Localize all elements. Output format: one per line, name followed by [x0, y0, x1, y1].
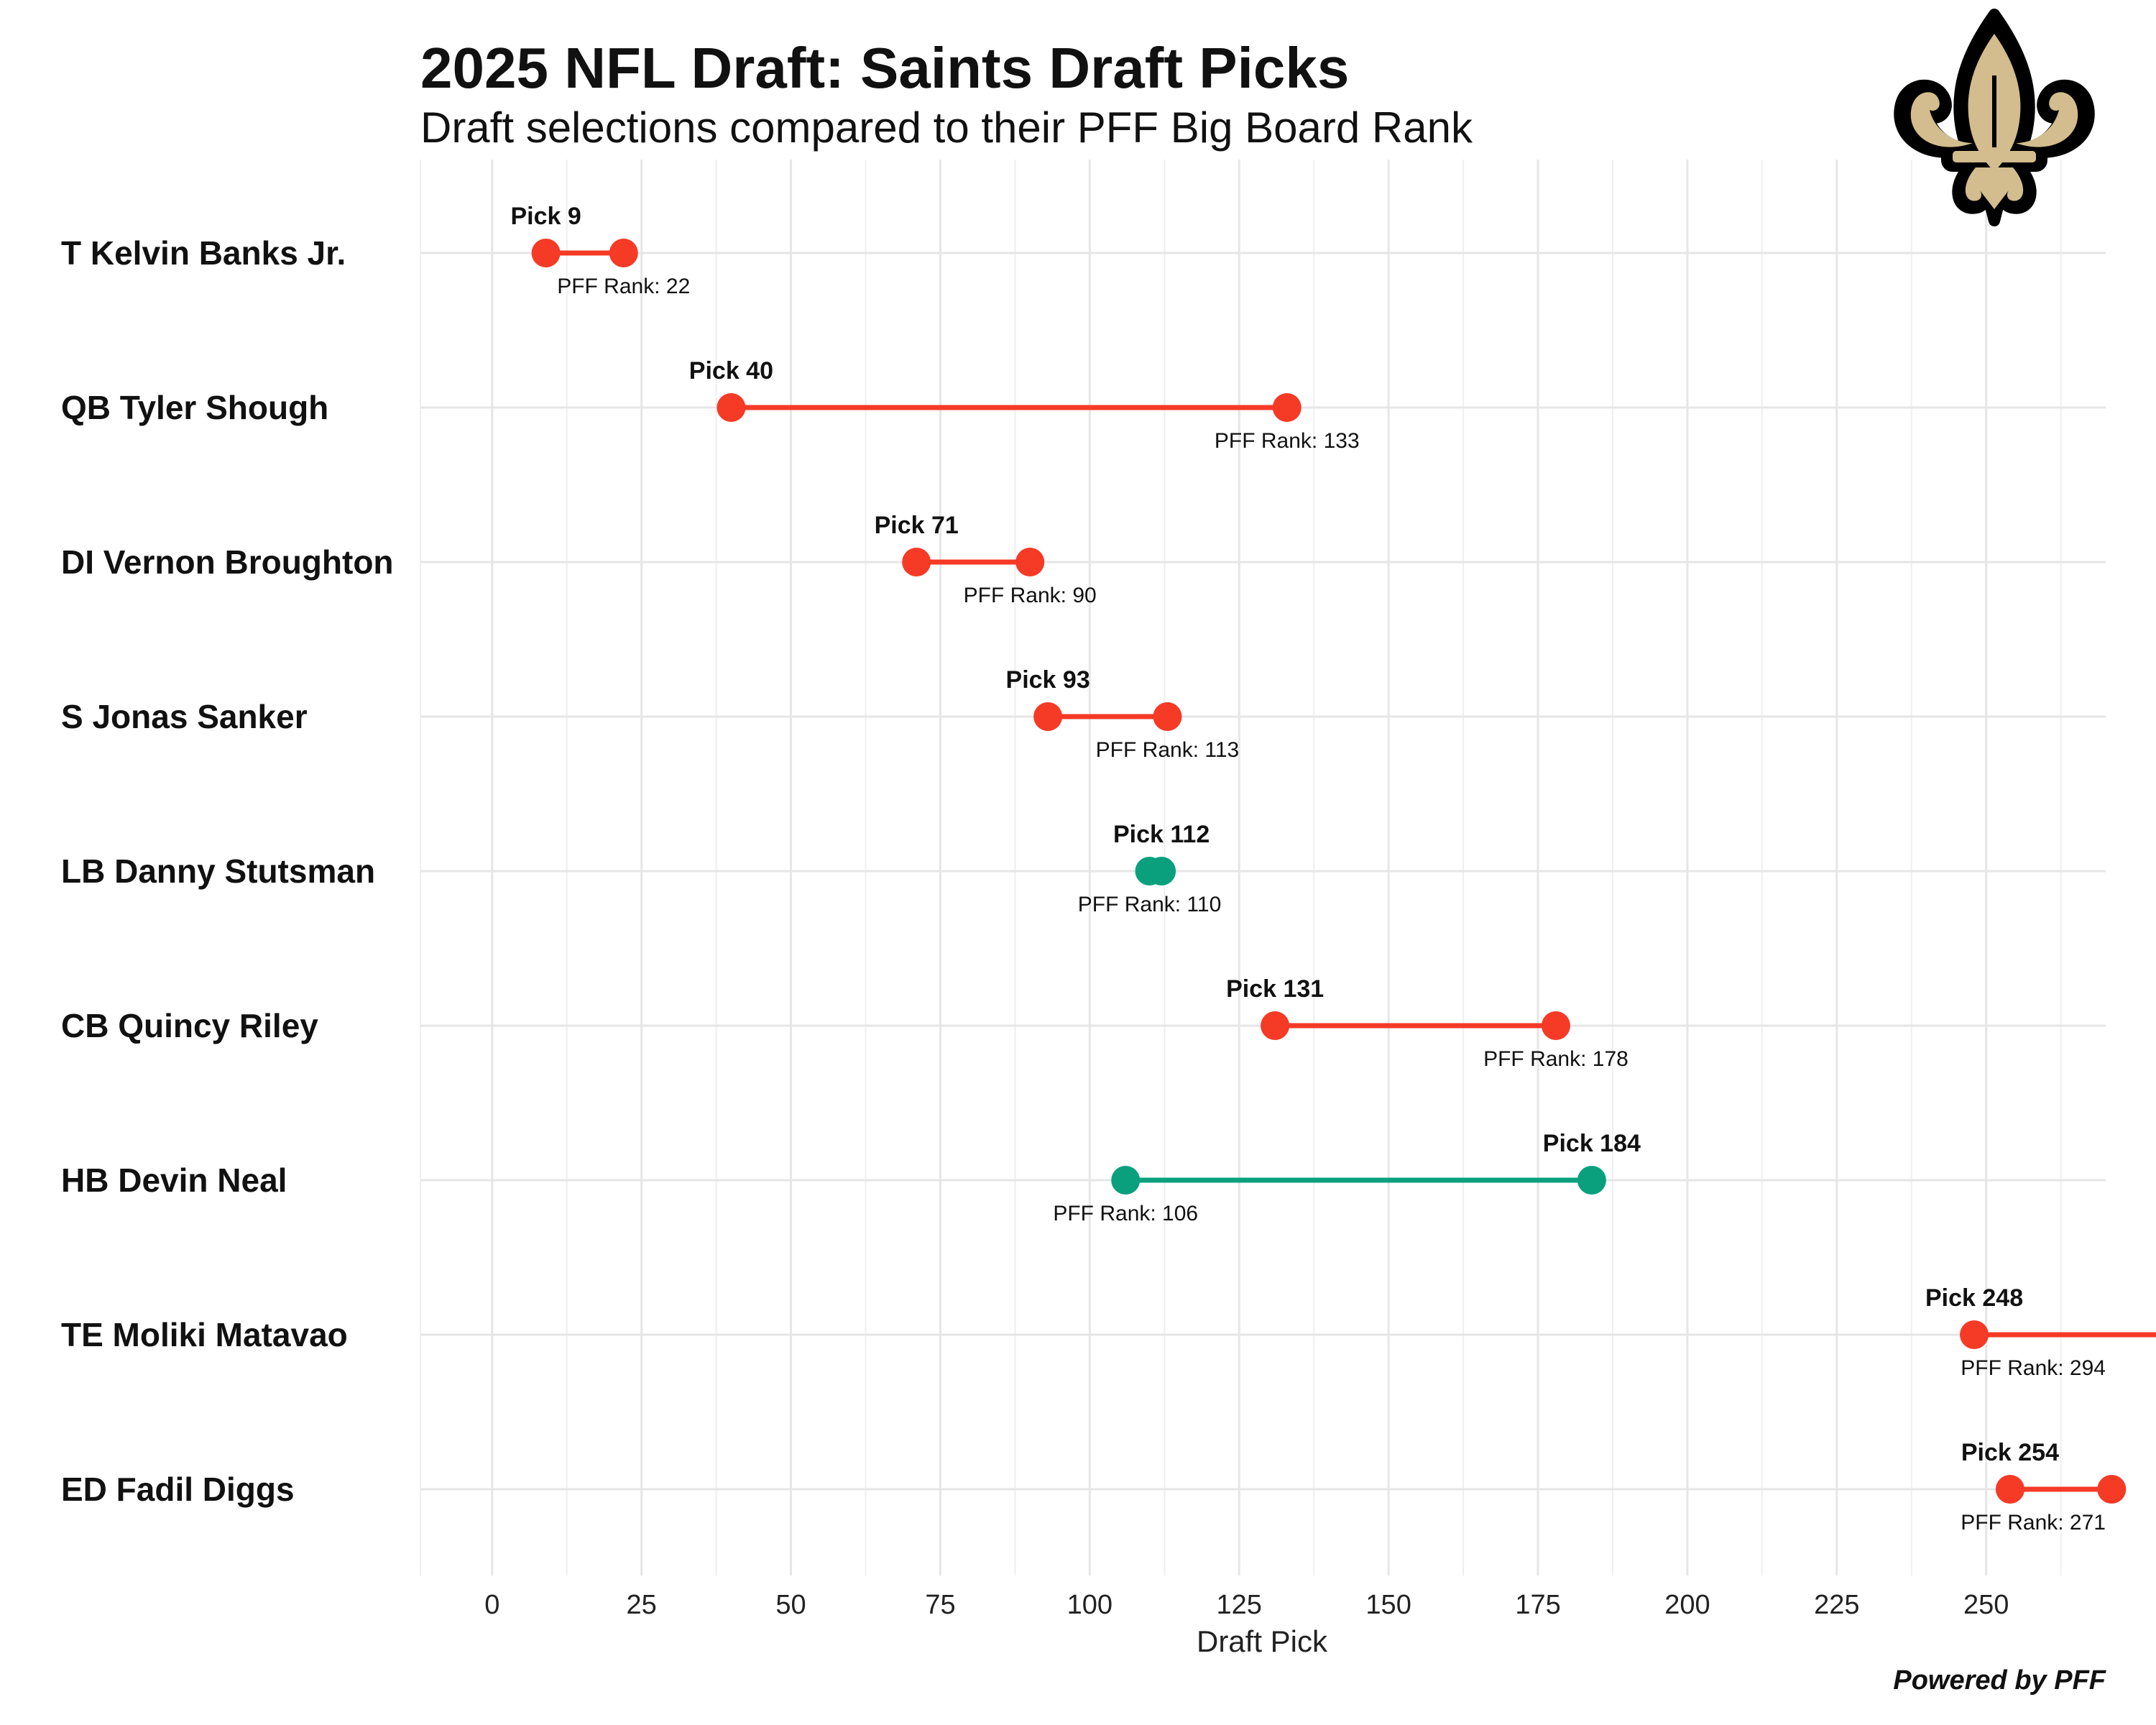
pff-rank-label: PFF Rank: 113 — [1096, 738, 1240, 762]
x-tick-label: 250 — [1963, 1590, 2009, 1620]
x-tick-label: 225 — [1814, 1590, 1859, 1620]
player-row: TE Moliki Matavao Pick 248 PFF Rank: 294 — [61, 1284, 2156, 1380]
player-name-label: ED Fadil Diggs — [61, 1471, 295, 1508]
x-axis-ticks: 0 25 50 75 100 125 150 175 200 225 250 — [484, 1590, 2009, 1620]
player-row: LB Danny Stutsman Pick 112 PFF Rank: 110 — [61, 821, 2106, 916]
draft-pick-dot — [531, 239, 561, 267]
x-tick-label: 0 — [484, 1590, 499, 1620]
player-row: S Jonas Sanker Pick 93 PFF Rank: 113 — [61, 666, 2106, 762]
player-name-label: LB Danny Stutsman — [61, 852, 375, 890]
powered-by-credit: Powered by PFF — [1893, 1665, 2106, 1696]
player-name-label: T Kelvin Banks Jr. — [61, 234, 346, 272]
pick-label: Pick 112 — [1113, 821, 1210, 848]
player-name-label: DI Vernon Broughton — [61, 543, 394, 581]
pff-rank-label: PFF Rank: 178 — [1483, 1047, 1628, 1071]
pick-label: Pick 9 — [510, 203, 581, 230]
player-name-label: HB Devin Neal — [61, 1162, 287, 1199]
pff-rank-dot — [2097, 1475, 2127, 1504]
chart-subtitle: Draft selections compared to their PFF B… — [420, 104, 1473, 152]
pick-label: Pick 131 — [1226, 975, 1324, 1003]
draft-pick-dot — [1147, 857, 1176, 886]
chart-title: 2025 NFL Draft: Saints Draft Picks — [420, 36, 1349, 100]
pff-rank-label: PFF Rank: 271 — [1961, 1511, 2106, 1535]
pff-rank-label: PFF Rank: 90 — [964, 584, 1097, 607]
pick-label: Pick 93 — [1006, 666, 1090, 694]
draft-pick-dot — [902, 548, 931, 576]
pff-rank-dot — [1111, 1166, 1141, 1195]
pick-label: Pick 40 — [689, 357, 773, 385]
x-tick-label: 175 — [1515, 1590, 1560, 1620]
player-name-label: TE Moliki Matavao — [61, 1316, 348, 1353]
draft-pick-dot — [717, 393, 746, 422]
pff-rank-dot — [1015, 548, 1045, 576]
player-name-label: S Jonas Sanker — [61, 698, 308, 735]
pff-rank-label: PFF Rank: 110 — [1078, 893, 1222, 916]
pick-label: Pick 184 — [1543, 1130, 1641, 1157]
pff-rank-dot — [609, 239, 638, 267]
pff-rank-dot — [1153, 702, 1182, 731]
x-axis-title: Draft Pick — [1197, 1624, 1328, 1658]
x-tick-label: 150 — [1365, 1590, 1411, 1620]
pff-rank-dot — [1272, 393, 1302, 422]
pff-rank-label: PFF Rank: 294 — [1961, 1356, 2106, 1380]
pff-rank-label: PFF Rank: 106 — [1053, 1202, 1198, 1225]
player-rows: T Kelvin Banks Jr. Pick 9 PFF Rank: 22 QB T… — [61, 203, 2156, 1535]
x-tick-label: 50 — [775, 1590, 806, 1620]
draft-pick-dot — [1577, 1166, 1606, 1195]
draft-pick-dot — [1995, 1475, 2024, 1504]
player-row: QB Tyler Shough Pick 40 PFF Rank: 133 — [61, 357, 2106, 453]
grid-lines — [420, 160, 2062, 1576]
x-tick-label: 125 — [1217, 1590, 1262, 1620]
pff-rank-dot — [1541, 1011, 1570, 1040]
player-name-label: QB Tyler Shough — [61, 389, 328, 426]
player-row: ED Fadil Diggs Pick 254 PFF Rank: 271 — [61, 1439, 2127, 1535]
pff-rank-label: PFF Rank: 22 — [557, 275, 690, 298]
x-tick-label: 100 — [1067, 1590, 1112, 1620]
player-row: HB Devin Neal Pick 184 PFF Rank: 106 — [61, 1130, 2106, 1225]
pick-label: Pick 248 — [1925, 1284, 2023, 1312]
x-tick-label: 25 — [627, 1590, 657, 1620]
player-row: T Kelvin Banks Jr. Pick 9 PFF Rank: 22 — [61, 203, 2106, 298]
pick-label: Pick 71 — [875, 512, 959, 539]
player-name-label: CB Quincy Riley — [61, 1007, 318, 1044]
fleur-de-lis-logo — [1894, 9, 2095, 226]
player-row: CB Quincy Riley Pick 131 PFF Rank: 178 — [61, 975, 2106, 1071]
draft-pick-dot — [1033, 702, 1063, 731]
draft-pick-dot — [1960, 1320, 1989, 1349]
draft-pick-dot — [1261, 1011, 1290, 1040]
pick-label: Pick 254 — [1961, 1439, 2059, 1466]
x-tick-label: 75 — [925, 1590, 955, 1620]
player-row: DI Vernon Broughton Pick 71 PFF Rank: 90 — [61, 512, 2106, 607]
x-tick-label: 200 — [1664, 1590, 1710, 1620]
pff-rank-label: PFF Rank: 133 — [1215, 429, 1360, 453]
